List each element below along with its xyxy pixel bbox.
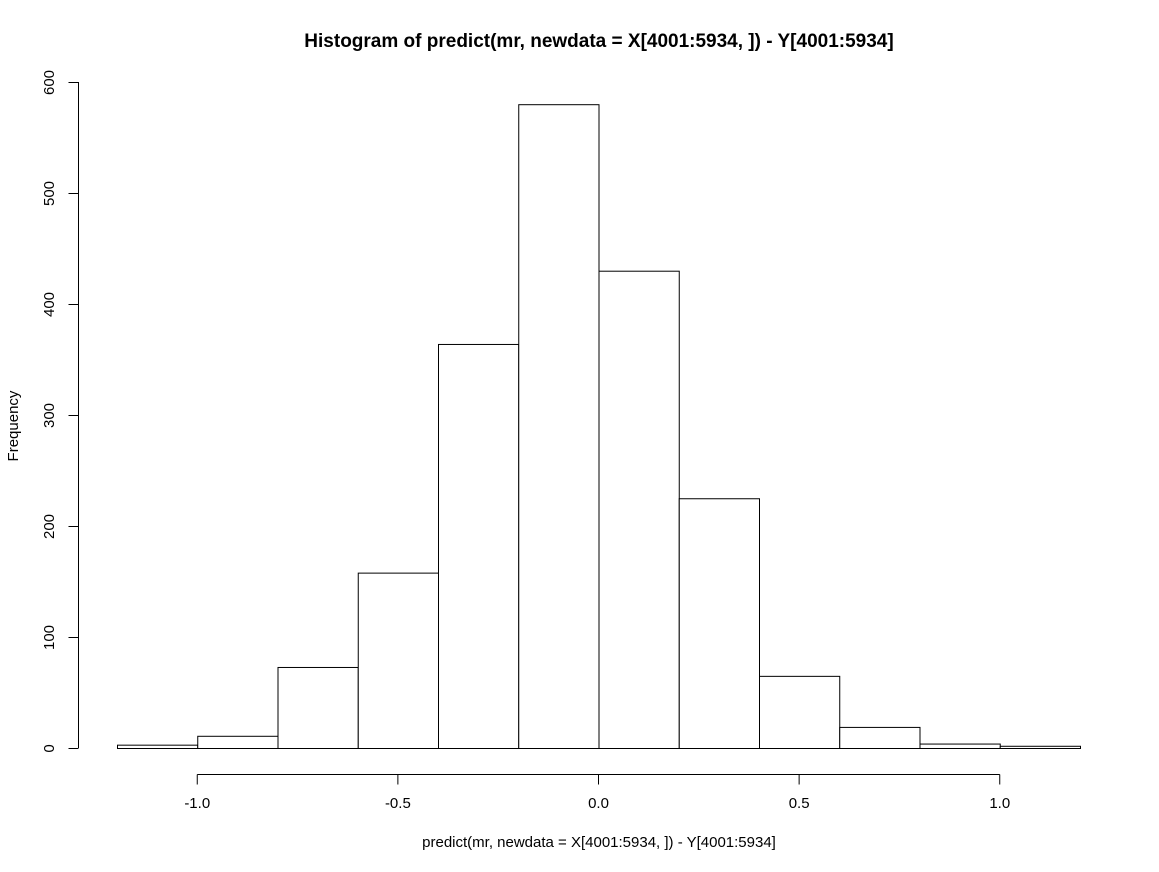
y-tick-label: 300 — [41, 403, 58, 428]
x-tick-label: -0.5 — [385, 795, 411, 812]
histogram-bar — [919, 743, 1001, 749]
histogram-bar — [839, 726, 921, 749]
chart-title: Histogram of predict(mr, newdata = X[400… — [304, 31, 893, 52]
y-axis: 0 100 200 300 400 500 600 — [41, 70, 79, 753]
y-tick-label: 0 — [41, 744, 58, 752]
histogram-bar — [598, 270, 680, 749]
y-tick-label: 500 — [41, 181, 58, 206]
histogram-bar — [197, 735, 279, 749]
x-tick-label: -1.0 — [184, 795, 210, 812]
x-axis: -1.0 -0.5 0.0 0.5 1.0 — [184, 774, 1010, 812]
x-tick-label: 0.5 — [789, 795, 810, 812]
x-tick-label: 0.0 — [588, 795, 609, 812]
y-tick-label: 200 — [41, 514, 58, 539]
y-tick-label: 600 — [41, 70, 58, 95]
histogram-bar — [438, 343, 520, 749]
histogram-bar — [518, 104, 600, 749]
y-tick-label: 100 — [41, 625, 58, 650]
histogram-bars — [117, 104, 1081, 750]
y-tick-label: 400 — [41, 292, 58, 317]
x-axis-label: predict(mr, newdata = X[4001:5934, ]) - … — [422, 834, 776, 851]
histogram-bar — [999, 745, 1081, 750]
y-axis-label: Frequency — [5, 390, 22, 461]
x-tick-label: 1.0 — [989, 795, 1010, 812]
histogram-bar — [357, 572, 439, 749]
histogram-bar — [277, 666, 359, 749]
histogram-bar — [759, 675, 841, 749]
histogram-bar — [678, 498, 760, 749]
histogram-bar — [117, 744, 199, 749]
